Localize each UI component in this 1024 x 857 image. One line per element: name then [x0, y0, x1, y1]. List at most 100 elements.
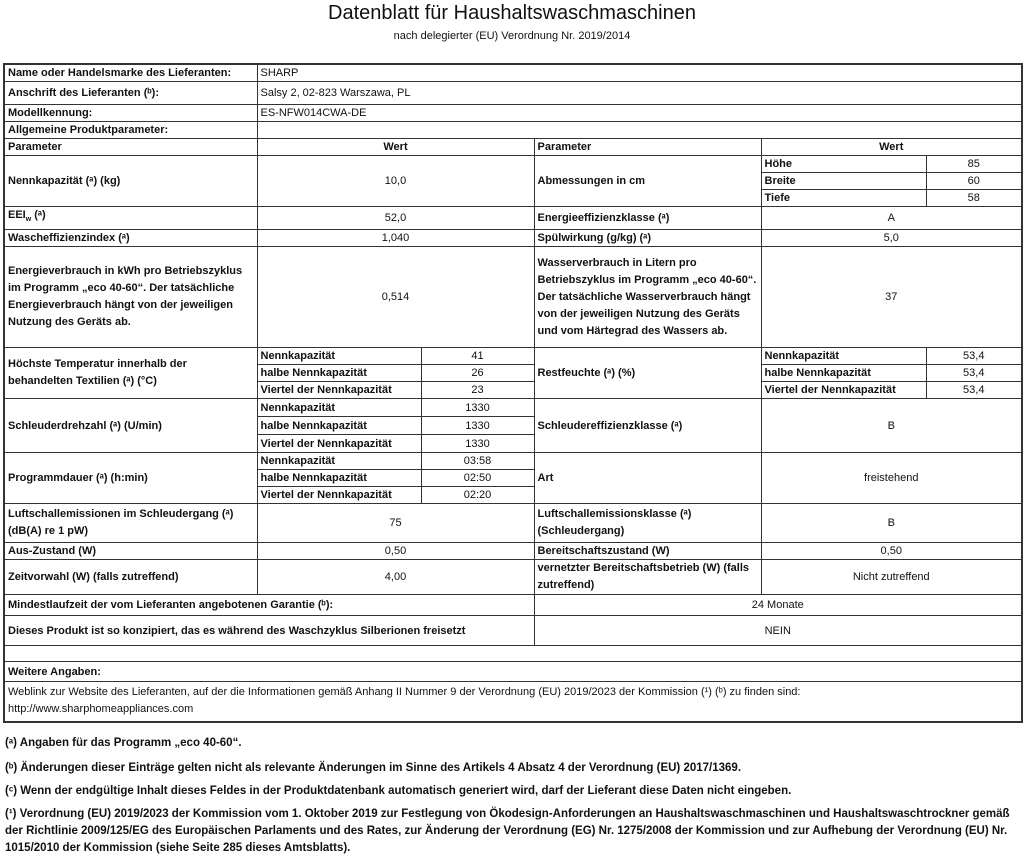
general-empty [256, 121, 1023, 139]
temp-full-label: Nennkapazität [256, 347, 422, 365]
general-row: Allgemeine Produktparameter: [3, 121, 1023, 139]
width-label: Breite [760, 172, 927, 190]
weblink-cell: Weblink zur Website des Lieferanten, auf… [3, 681, 1023, 722]
noise-class-value: B [760, 503, 1023, 543]
model-row: Modellkennung: ES-NFW014CWA-DE [3, 104, 1023, 122]
duration-label: Programmdauer (ᵃ) (h:min) [3, 452, 258, 504]
duration-row-half: halbe Nennkapazität 02:50 [4, 469, 1022, 487]
network-standby-label: vernetzter Bereitschaftsbetrieb (W) (fal… [533, 559, 762, 595]
moisture-label: Restfeuchte (ᵃ) (%) [533, 347, 762, 399]
spin-full-label: Nennkapazität [256, 398, 422, 417]
capacity-row: Nennkapazität (ᵃ) (kg) 10,0 Abmessungen … [3, 155, 1023, 207]
duration-quarter-label: Viertel der Nennkapazität [256, 486, 422, 504]
supplier-address-row: Anschrift des Lieferanten (ᵇ): Salsy 2, … [3, 81, 1023, 105]
header-value-right: Wert [760, 138, 1023, 156]
header-parameter-left: Parameter [3, 138, 258, 156]
energy-consumption-value: 0,514 [256, 246, 535, 348]
moisture-quarter-label: Viertel der Nennkapazität [760, 381, 927, 399]
off-mode-value: 0,50 [256, 542, 535, 560]
power-row: Aus-Zustand (W) 0,50 Bereitschaftszustan… [3, 542, 1023, 560]
moisture-quarter-value: 53,4 [925, 381, 1023, 399]
supplier-address-value: Salsy 2, 02-823 Warszawa, PL [256, 81, 1023, 105]
temp-quarter-value: 23 [420, 381, 535, 399]
eei-row: EEIw (ᵃ) 52,0 Energieeffizienzklasse (ᵃ)… [3, 206, 1023, 230]
capacity-label: Nennkapazität (ᵃ) (kg) [3, 155, 258, 207]
spin-row-half: halbe Nennkapazität 1330 [4, 416, 1022, 435]
spin-speed-label: Schleuderdrehzahl (ᵃ) (U/min) [3, 398, 258, 453]
height-value: 85 [925, 155, 1023, 173]
moisture-full-value: 53,4 [925, 347, 1023, 365]
weblink-text: Weblink zur Website des Lieferanten, auf… [8, 686, 801, 699]
spin-half-label: halbe Nennkapazität [256, 416, 422, 435]
water-consumption-value: 37 [760, 246, 1023, 348]
eei-value: 52,0 [256, 206, 535, 230]
temperature-row: Höchste Temperatur innerhalb der behande… [3, 347, 1023, 399]
noise-label: Luftschallemissionen im Schleudergang (ᵃ… [3, 503, 258, 543]
delay-start-value: 4,00 [256, 559, 535, 595]
eei-label-suffix: (ᵃ) [31, 209, 46, 222]
off-mode-label: Aus-Zustand (W) [3, 542, 258, 560]
footnote-a: (ᵃ) Angaben für das Programm „eco 40-60“… [5, 737, 242, 749]
rinse-value: 5,0 [760, 229, 1023, 247]
wash-index-label: Wascheffizienzindex (ᵃ) [3, 229, 258, 247]
supplier-name-label: Name oder Handelsmarke des Lieferanten: [3, 63, 258, 82]
further-row: Weitere Angaben: [3, 661, 1023, 682]
footnote-b: (ᵇ) Änderungen dieser Einträge gelten ni… [5, 762, 742, 774]
type-label: Art [533, 452, 762, 504]
water-consumption-label: Wasserverbrauch in Litern pro Betriebszy… [533, 246, 762, 348]
footnote-1: (¹) Verordnung (EU) 2019/2023 der Kommis… [5, 808, 1010, 854]
silver-row: Dieses Produkt ist so konzipiert, das es… [3, 615, 1023, 646]
warranty-value: 24 Monate [533, 594, 1023, 616]
depth-label: Tiefe [760, 189, 927, 207]
weblink-row: Weblink zur Website des Lieferanten, auf… [3, 681, 1023, 722]
spin-row-quarter: Viertel der Nennkapazität 1330 [4, 434, 1022, 453]
delay-row: Zeitvorwahl (W) (falls zutreffend) 4,00 … [3, 559, 1023, 595]
model-label: Modellkennung: [3, 104, 258, 122]
further-label: Weitere Angaben: [3, 661, 1023, 682]
supplier-name-value: SHARP [256, 63, 1023, 82]
page-subtitle: nach delegierter (EU) Verordnung Nr. 201… [393, 30, 631, 42]
duration-half-value: 02:50 [420, 469, 535, 487]
width-value: 60 [925, 172, 1023, 190]
dimensions-label: Abmessungen in cm [533, 155, 762, 207]
temp-full-value: 41 [420, 347, 535, 365]
warranty-row: Mindestlaufzeit der vom Lieferanten ange… [3, 594, 1023, 616]
temp-half-label: halbe Nennkapazität [256, 364, 422, 382]
temperature-label: Höchste Temperatur innerhalb der behande… [3, 347, 258, 399]
noise-class-label: Luftschallemissionsklasse (ᵃ) (Schleuder… [533, 503, 762, 543]
general-label: Allgemeine Produktparameter: [3, 121, 258, 139]
depth-value: 58 [925, 189, 1023, 207]
spin-quarter-label: Viertel der Nennkapazität [256, 434, 422, 453]
capacity-value: 10,0 [256, 155, 535, 207]
moisture-full-label: Nennkapazität [760, 347, 927, 365]
page-title: Datenblatt für Haushaltswaschmaschinen [328, 2, 696, 24]
wash-index-row: Wascheffizienzindex (ᵃ) 1,040 Spülwirkun… [3, 229, 1023, 247]
weblink-url[interactable]: http://www.sharphomeappliances.com [8, 703, 194, 716]
duration-full-label: Nennkapazität [256, 452, 422, 470]
eei-label-text: EEI [8, 209, 26, 222]
spin-class-label: Schleudereffizienzklasse (ᵃ) [533, 398, 762, 453]
noise-value: 75 [256, 503, 535, 543]
moisture-half-label: halbe Nennkapazität [760, 364, 927, 382]
energy-consumption-label: Energieverbrauch in kWh pro Betriebszykl… [3, 246, 258, 348]
type-value: freistehend [760, 452, 1023, 504]
consumption-row: Energieverbrauch in kWh pro Betriebszykl… [3, 246, 1023, 348]
duration-full-value: 03:58 [420, 452, 535, 470]
spin-class-value: B [760, 398, 1023, 453]
energy-class-value: A [760, 206, 1023, 230]
warranty-label: Mindestlaufzeit der vom Lieferanten ange… [3, 594, 535, 616]
rinse-label: Spülwirkung (g/kg) (ᵃ) [533, 229, 762, 247]
supplier-address-label: Anschrift des Lieferanten (ᵇ): [3, 81, 258, 105]
temp-half-value: 26 [420, 364, 535, 382]
wash-index-value: 1,040 [256, 229, 535, 247]
duration-quarter-value: 02:20 [420, 486, 535, 504]
model-value: ES-NFW014CWA-DE [256, 104, 1023, 122]
supplier-name-row: Name oder Handelsmarke des Lieferanten: … [3, 63, 1023, 82]
spacer-row [3, 645, 1023, 662]
eei-label: EEIw (ᵃ) [3, 206, 258, 230]
spin-quarter-value: 1330 [420, 434, 535, 453]
temp-quarter-label: Viertel der Nennkapazität [256, 381, 422, 399]
delay-start-label: Zeitvorwahl (W) (falls zutreffend) [3, 559, 258, 595]
duration-row-quarter: Viertel der Nennkapazität 02:20 [4, 486, 1022, 504]
header-parameter-right: Parameter [533, 138, 762, 156]
